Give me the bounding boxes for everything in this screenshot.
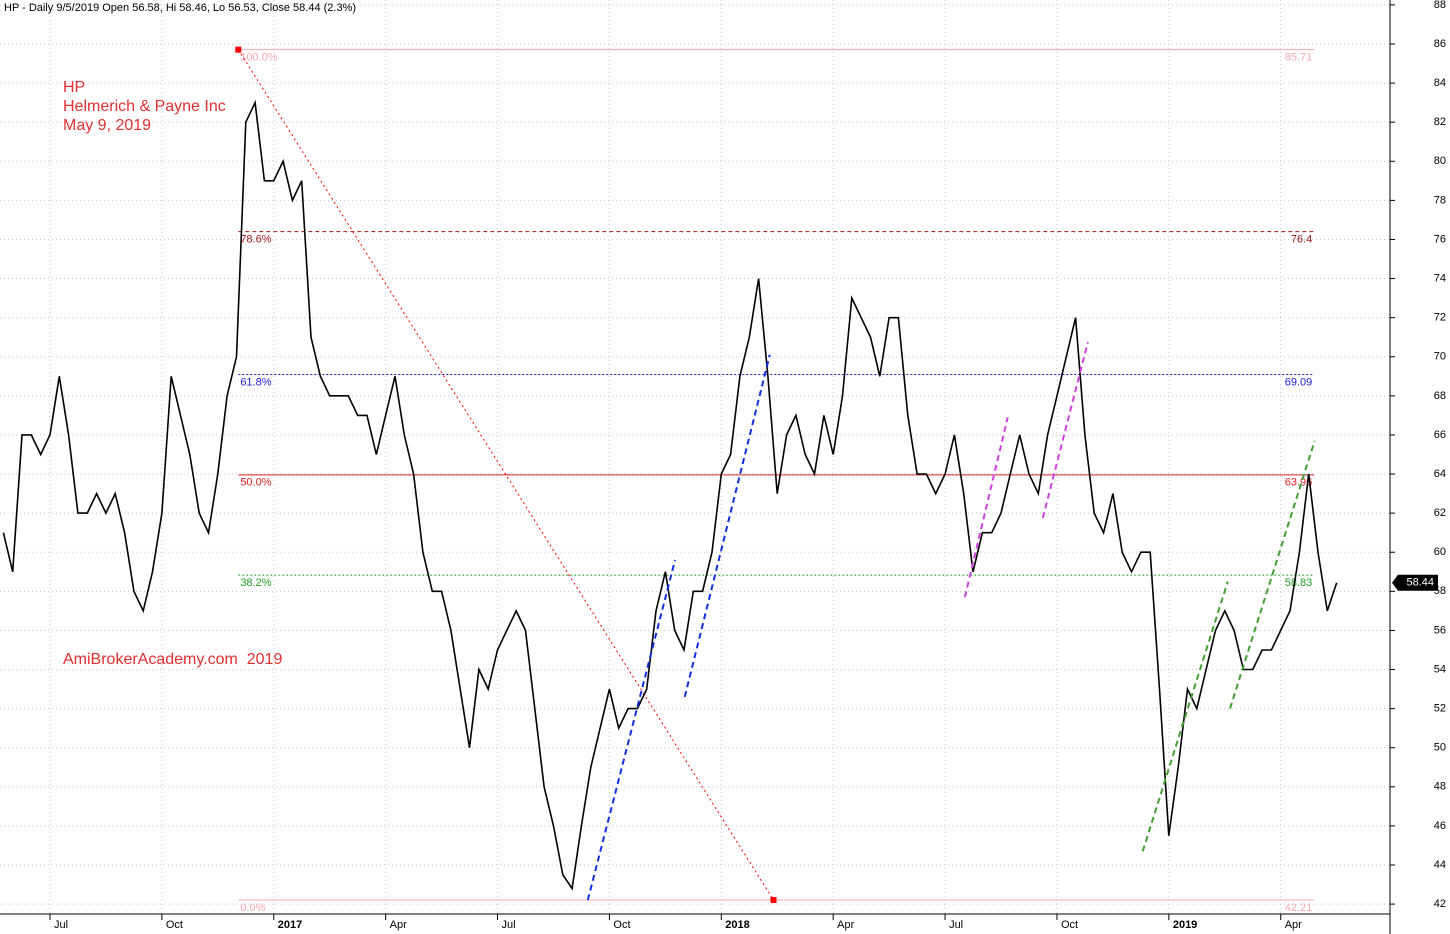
y-tick-label: 84 <box>1434 77 1446 89</box>
y-tick-label: 54 <box>1434 663 1446 675</box>
x-tick-label: Oct <box>613 919 630 931</box>
fib-value: 42.21 <box>1285 902 1313 914</box>
last-value-label: 58.44 <box>1406 577 1434 589</box>
y-tick-label: 76 <box>1434 233 1446 245</box>
y-tick-label: 74 <box>1434 272 1446 284</box>
note: HP <box>63 79 85 96</box>
y-tick-label: 50 <box>1434 742 1446 754</box>
trend-line <box>1041 341 1089 519</box>
fib-label: 61.8% <box>240 376 271 388</box>
y-tick-label: 64 <box>1434 468 1446 480</box>
fib-value: 85.71 <box>1285 52 1313 64</box>
y-tick-label: 56 <box>1434 624 1446 636</box>
y-tick-label: 70 <box>1434 351 1446 363</box>
fib-value: 69.09 <box>1285 376 1313 388</box>
swing-point <box>235 46 242 53</box>
note: Helmerich & Payne Inc <box>63 98 226 115</box>
swing-point <box>770 896 777 903</box>
x-tick-label: 2018 <box>725 919 749 931</box>
fib-label: 0.0% <box>240 902 265 914</box>
trend-line <box>963 417 1009 598</box>
x-tick-label: Jul <box>949 919 963 931</box>
fib-value: 63.96 <box>1285 477 1313 489</box>
fib-label: 38.2% <box>240 577 271 589</box>
header: HP - Daily 9/5/2019 Open 56.58, Hi 58.46… <box>4 2 356 14</box>
trend-line <box>1229 440 1316 709</box>
x-tick-label: Apr <box>837 919 854 931</box>
y-tick-label: 66 <box>1434 429 1446 441</box>
last-value-tag <box>1392 574 1438 591</box>
y-tick-label: 62 <box>1434 507 1446 519</box>
y-tick-label: 68 <box>1434 390 1446 402</box>
fib-label: 50.0% <box>240 477 271 489</box>
note: May 9, 2019 <box>63 117 151 134</box>
y-tick-label: 42 <box>1434 898 1446 910</box>
y-tick-label: 72 <box>1434 312 1446 324</box>
y-tick-label: 46 <box>1434 820 1446 832</box>
x-tick-label: Jul <box>54 919 68 931</box>
fib-value: 76.4 <box>1291 234 1312 246</box>
fib-label: 100.0% <box>240 52 278 64</box>
y-tick-label: 80 <box>1434 155 1446 167</box>
trend-line <box>683 354 771 698</box>
y-tick-label: 78 <box>1434 194 1446 206</box>
x-tick-label: Oct <box>166 919 183 931</box>
fib-label: 78.6% <box>240 234 271 246</box>
fib-value: 58.83 <box>1285 577 1313 589</box>
y-tick-label: 88 <box>1434 0 1446 11</box>
trend-line <box>1141 581 1229 852</box>
y-tick-label: 48 <box>1434 781 1446 793</box>
y-tick-label: 60 <box>1434 546 1446 558</box>
x-tick-label: Apr <box>390 919 407 931</box>
x-tick-label: 2019 <box>1173 919 1197 931</box>
x-tick-label: Apr <box>1285 919 1302 931</box>
price-line <box>2 99 1338 891</box>
y-tick-label: 86 <box>1434 38 1446 50</box>
trend-line <box>586 559 677 901</box>
y-tick-label: 44 <box>1434 859 1446 871</box>
x-tick-label: 2017 <box>278 919 302 931</box>
x-tick-label: Jul <box>502 919 516 931</box>
y-tick-label: 82 <box>1434 116 1446 128</box>
watermark: AmiBrokerAcademy.com 2019 <box>63 651 282 668</box>
x-tick-label: Oct <box>1061 919 1078 931</box>
y-tick-label: 52 <box>1434 703 1446 715</box>
